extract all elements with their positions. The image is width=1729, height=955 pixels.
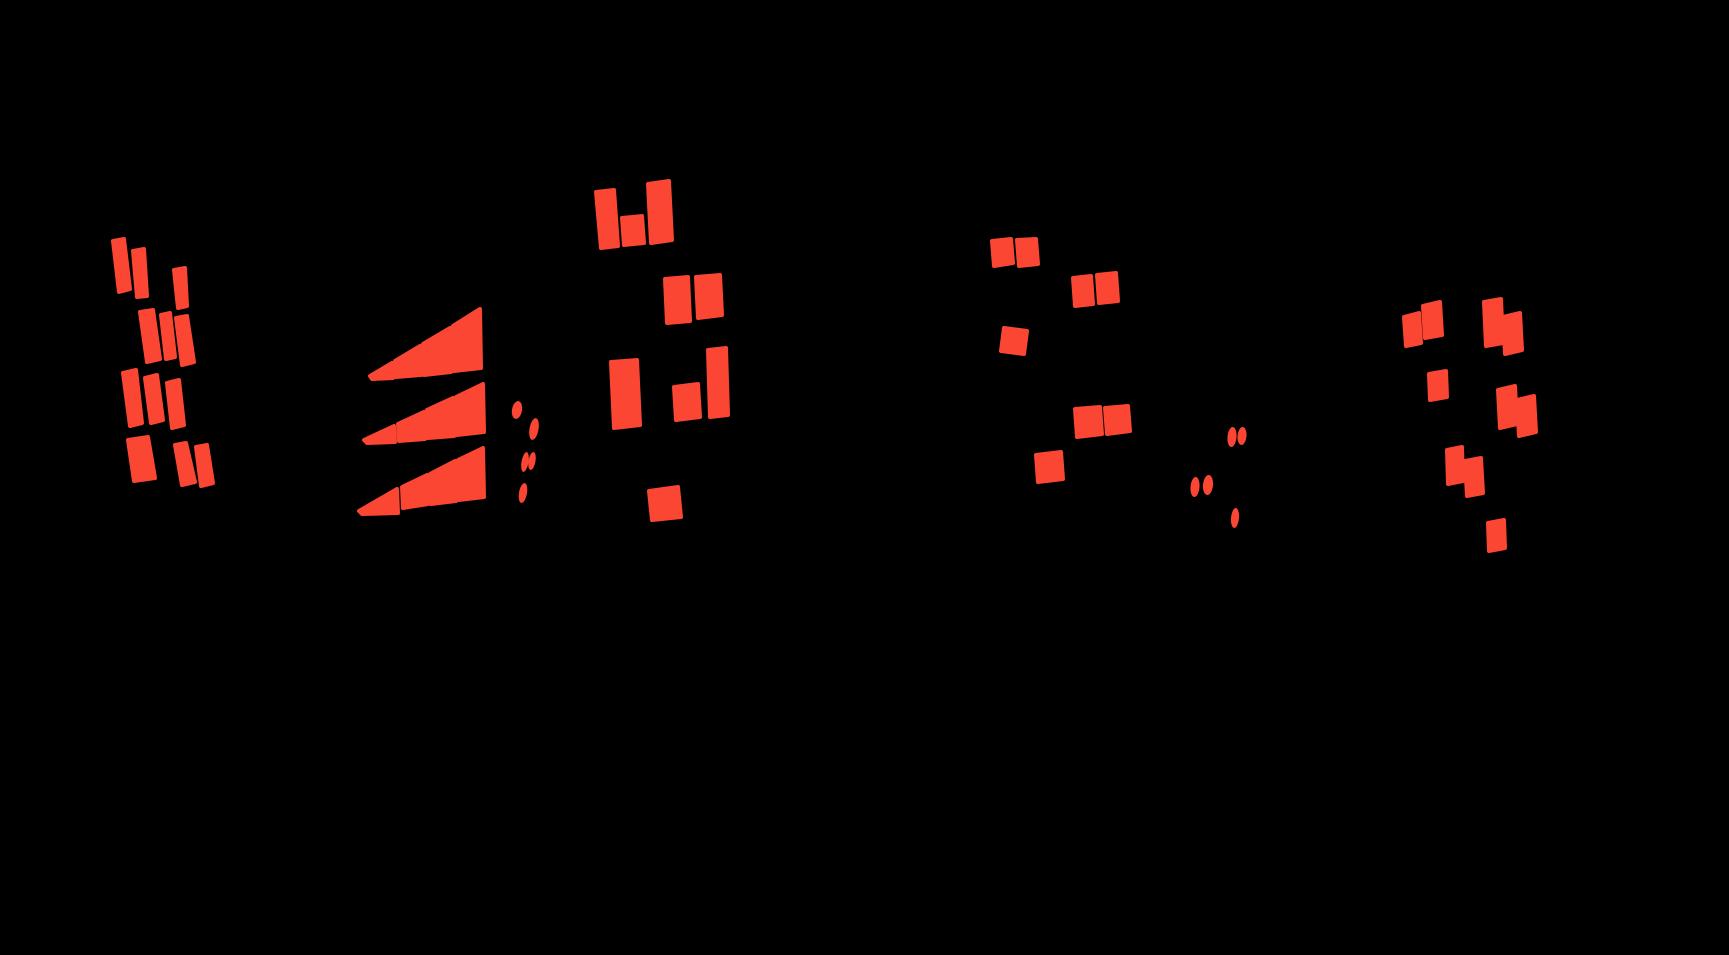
building-4-windows (990, 237, 1132, 484)
lit-window (173, 441, 197, 487)
lit-window (194, 443, 215, 488)
small-lit-window (511, 401, 523, 419)
lit-window (999, 326, 1029, 356)
lit-window (421, 326, 453, 377)
small-lit-window (1230, 508, 1240, 528)
lit-window (357, 487, 400, 516)
lit-window (143, 373, 165, 425)
lit-window (694, 273, 724, 320)
lit-window (368, 361, 395, 381)
small-lit-window (529, 418, 539, 440)
lit-window (165, 378, 186, 430)
small-lit-window (1227, 427, 1237, 447)
building-4-small-windows (1190, 427, 1247, 528)
lit-window (647, 485, 683, 522)
lit-window (159, 311, 177, 361)
lit-window (172, 266, 189, 310)
lit-window (393, 344, 423, 379)
lit-window (1071, 274, 1095, 308)
building-1-windows (111, 237, 215, 488)
lit-window (990, 237, 1015, 268)
lit-window (609, 358, 642, 430)
small-lit-window (521, 452, 529, 472)
lit-window (706, 346, 730, 419)
lit-window (663, 275, 692, 325)
lit-window (1034, 450, 1065, 484)
building-3-windows (594, 179, 730, 522)
lit-window (174, 314, 196, 367)
lit-window (454, 382, 486, 437)
lit-window (121, 368, 144, 428)
building-5-windows (1402, 297, 1538, 553)
lit-window (126, 435, 157, 483)
lit-window (1095, 271, 1120, 305)
small-lit-window (518, 483, 528, 503)
lit-window (1482, 297, 1505, 348)
lit-window (1103, 404, 1132, 436)
lit-window (1515, 394, 1538, 438)
lit-window (428, 459, 458, 506)
lit-window (672, 382, 702, 422)
lit-window (396, 410, 427, 443)
lit-window (1427, 369, 1449, 402)
small-lit-window (1202, 475, 1214, 495)
lit-window (400, 473, 430, 510)
lit-window (451, 307, 483, 373)
lit-window (111, 237, 132, 294)
lit-window (1496, 384, 1519, 430)
small-lit-window (1237, 427, 1247, 445)
lit-window (362, 424, 397, 445)
lit-window (1073, 405, 1104, 439)
lit-window (1015, 237, 1040, 268)
lit-window (1445, 445, 1465, 486)
lit-window (1463, 456, 1485, 498)
lit-window (594, 188, 620, 250)
lit-window (1501, 311, 1524, 356)
lit-window (620, 214, 646, 247)
lit-window (138, 308, 162, 364)
lit-window (131, 247, 149, 299)
building-2-windows (357, 307, 486, 516)
lit-window (1402, 311, 1423, 348)
lit-window (1486, 518, 1507, 553)
small-lit-window (1190, 477, 1200, 497)
lit-window (646, 179, 674, 245)
small-lit-window (528, 452, 536, 470)
lit-window (1421, 300, 1444, 340)
lit-window (425, 396, 456, 440)
building-2-small-windows (511, 401, 539, 503)
lit-window (456, 446, 486, 502)
